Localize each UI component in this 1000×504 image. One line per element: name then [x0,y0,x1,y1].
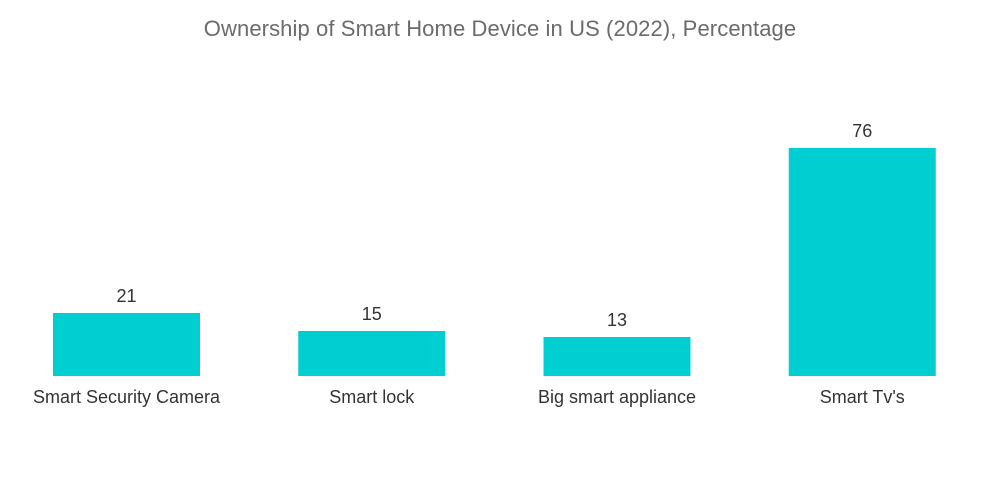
category-label-0: Smart Security Camera [33,387,221,407]
data-label-1: 15 [362,304,382,324]
bar-0 [53,312,200,376]
data-label-2: 13 [607,310,627,330]
data-label-0: 21 [116,286,136,306]
chart-title: Ownership of Smart Home Device in US (20… [203,16,797,41]
bar-3 [788,147,936,376]
data-label-3: 76 [852,121,872,141]
category-label-1: Smart lock [329,387,415,407]
category-label-2: Big smart appliance [538,387,696,407]
bar-2 [543,336,691,376]
bar-1 [298,330,446,376]
category-label-3: Smart Tv's [820,387,905,407]
